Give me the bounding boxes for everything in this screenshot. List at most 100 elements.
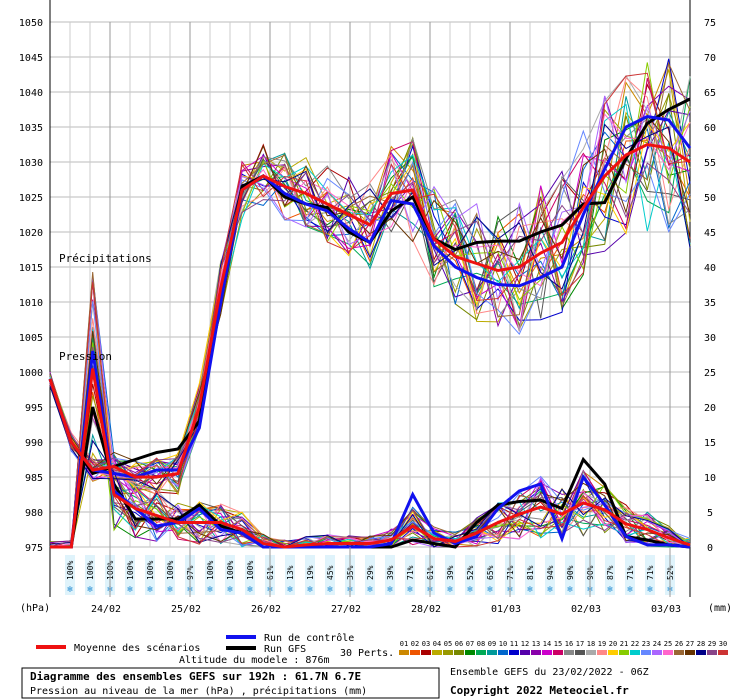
- perturbation-precip-line: [50, 330, 691, 548]
- mean-precip-line: [50, 368, 691, 549]
- y-tick-label-left: 1025: [19, 193, 43, 204]
- x-tick-label: 28/02: [411, 604, 441, 615]
- perturbation-pressure-line: [49, 58, 691, 475]
- pert-swatch: [608, 650, 618, 655]
- pert-number: 04: [433, 640, 441, 648]
- snow-probability-label: 71%: [646, 565, 655, 580]
- pert-number: 27: [686, 640, 694, 648]
- snowflake-icon: ❄: [567, 585, 573, 595]
- right-axis: 0 5 10 15 20 25 30 35 40 45 50 55 60 65 70 75: [704, 18, 716, 554]
- control-pressure-line: [48, 114, 692, 479]
- perturbation-pressure-line: [49, 85, 691, 474]
- snowflake-icon: ❄: [87, 585, 93, 595]
- snowflake-icon: ❄: [407, 585, 413, 595]
- footer-copyright: Copyright 2022 Meteociel.fr: [450, 684, 629, 697]
- y-tick-label-right: 65: [704, 88, 716, 99]
- snow-probability-label: 29%: [366, 565, 375, 580]
- pert-swatch: [487, 650, 497, 655]
- left-axis-unit: (hPa): [20, 603, 50, 614]
- snow-cell: [645, 555, 655, 595]
- perturbation-legend: 01 02 03 04 05 06 07 08 09 10 11 12 13 14 15 16 17 18 19 20…: [399, 640, 728, 655]
- snowflake-icon: ❄: [167, 585, 173, 595]
- y-tick-label-left: 1050: [19, 18, 43, 29]
- snow-cell: [605, 555, 615, 595]
- pert-swatch: [641, 650, 651, 655]
- snowflake-icon: ❄: [67, 585, 73, 595]
- perturbation-pressure-line: [49, 121, 691, 481]
- snow-probability-label: 87%: [606, 565, 615, 580]
- pert-swatch: [421, 650, 431, 655]
- perturbation-pressure-line: [49, 162, 691, 477]
- pert-swatch: [410, 650, 420, 655]
- snow-cell: [225, 555, 235, 595]
- x-tick-label: 03/03: [651, 604, 681, 615]
- pert-number: 08: [477, 640, 485, 648]
- y-tick-label-right: 45: [704, 228, 716, 239]
- pert-number: 05: [444, 640, 452, 648]
- y-tick-label-left: 990: [25, 438, 43, 449]
- main-series-lines: [48, 97, 692, 549]
- y-tick-label-left: 995: [25, 403, 43, 414]
- pert-swatch: [465, 650, 475, 655]
- pert-swatch: [531, 650, 541, 655]
- snow-cell: [545, 555, 555, 595]
- pert-swatch: [498, 650, 508, 655]
- pert-number: 14: [543, 640, 551, 648]
- y-tick-label-right: 70: [704, 53, 716, 64]
- legend: Moyenne des scénarios Run de contrôle Ru…: [36, 632, 728, 666]
- footer-title: Diagramme des ensembles GEFS sur 192h : …: [30, 670, 361, 683]
- y-tick-label-left: 1020: [19, 228, 43, 239]
- y-tick-label-left: 1010: [19, 298, 43, 309]
- snow-probability-label: 81%: [526, 565, 535, 580]
- pert-swatch: [454, 650, 464, 655]
- pert-number: 15: [554, 640, 562, 648]
- snow-cell: [205, 555, 215, 595]
- precip-label: Précipitations: [59, 252, 152, 265]
- y-tick-label-right: 10: [704, 473, 716, 484]
- snow-probability-label: 39%: [386, 565, 395, 580]
- y-tick-label-left: 1000: [19, 368, 43, 379]
- snow-probability-label: 52%: [466, 565, 475, 580]
- pressure-label: Pression: [59, 350, 112, 363]
- pert-swatch: [432, 650, 442, 655]
- model-altitude: Altitude du modele : 876m: [179, 655, 330, 666]
- snowflake-icon: ❄: [307, 585, 313, 595]
- x-tick-label: 26/02: [251, 604, 281, 615]
- pert-number: 21: [620, 640, 628, 648]
- pert-number: 20: [609, 640, 617, 648]
- snow-probability-label: 65%: [486, 565, 495, 580]
- footer-subtitle: Pression au niveau de la mer (hPa) , pré…: [30, 685, 367, 697]
- y-tick-label-right: 60: [704, 123, 716, 134]
- perturbation-precip-line: [49, 412, 691, 548]
- y-tick-label-right: 15: [704, 438, 716, 449]
- snow-cell: [85, 555, 95, 595]
- snowflake-icon: ❄: [247, 585, 253, 595]
- legend-gfs-label: Run GFS: [264, 644, 306, 655]
- pert-swatch: [597, 650, 607, 655]
- snow-probability-label: 45%: [326, 565, 335, 580]
- snowflake-icon: ❄: [207, 585, 213, 595]
- legend-mean-label: Moyenne des scénarios: [74, 642, 200, 654]
- pert-swatch: [553, 650, 563, 655]
- snow-cell: [245, 555, 255, 595]
- y-tick-label-left: 1015: [19, 263, 43, 274]
- perturbation-precip-line: [49, 346, 691, 548]
- snow-cell: [65, 555, 75, 595]
- y-tick-label-right: 30: [704, 333, 716, 344]
- snow-cell: [405, 555, 415, 595]
- pert-swatch: [663, 650, 673, 655]
- snow-probability-label: 100%: [166, 561, 175, 580]
- snowflake-icon: ❄: [387, 585, 393, 595]
- pert-swatch: [707, 650, 717, 655]
- snow-probability-label: 19%: [306, 565, 315, 580]
- pert-number: 18: [587, 640, 595, 648]
- y-tick-label-right: 50: [704, 193, 716, 204]
- y-tick-label-left: 1030: [19, 158, 43, 169]
- perturbation-pressure-line: [49, 72, 691, 486]
- perturbation-precip-line: [50, 301, 691, 548]
- snow-probability-label: 39%: [446, 565, 455, 580]
- pert-swatch: [399, 650, 409, 655]
- snow-cell: [445, 555, 455, 595]
- pert-number: 29: [708, 640, 716, 648]
